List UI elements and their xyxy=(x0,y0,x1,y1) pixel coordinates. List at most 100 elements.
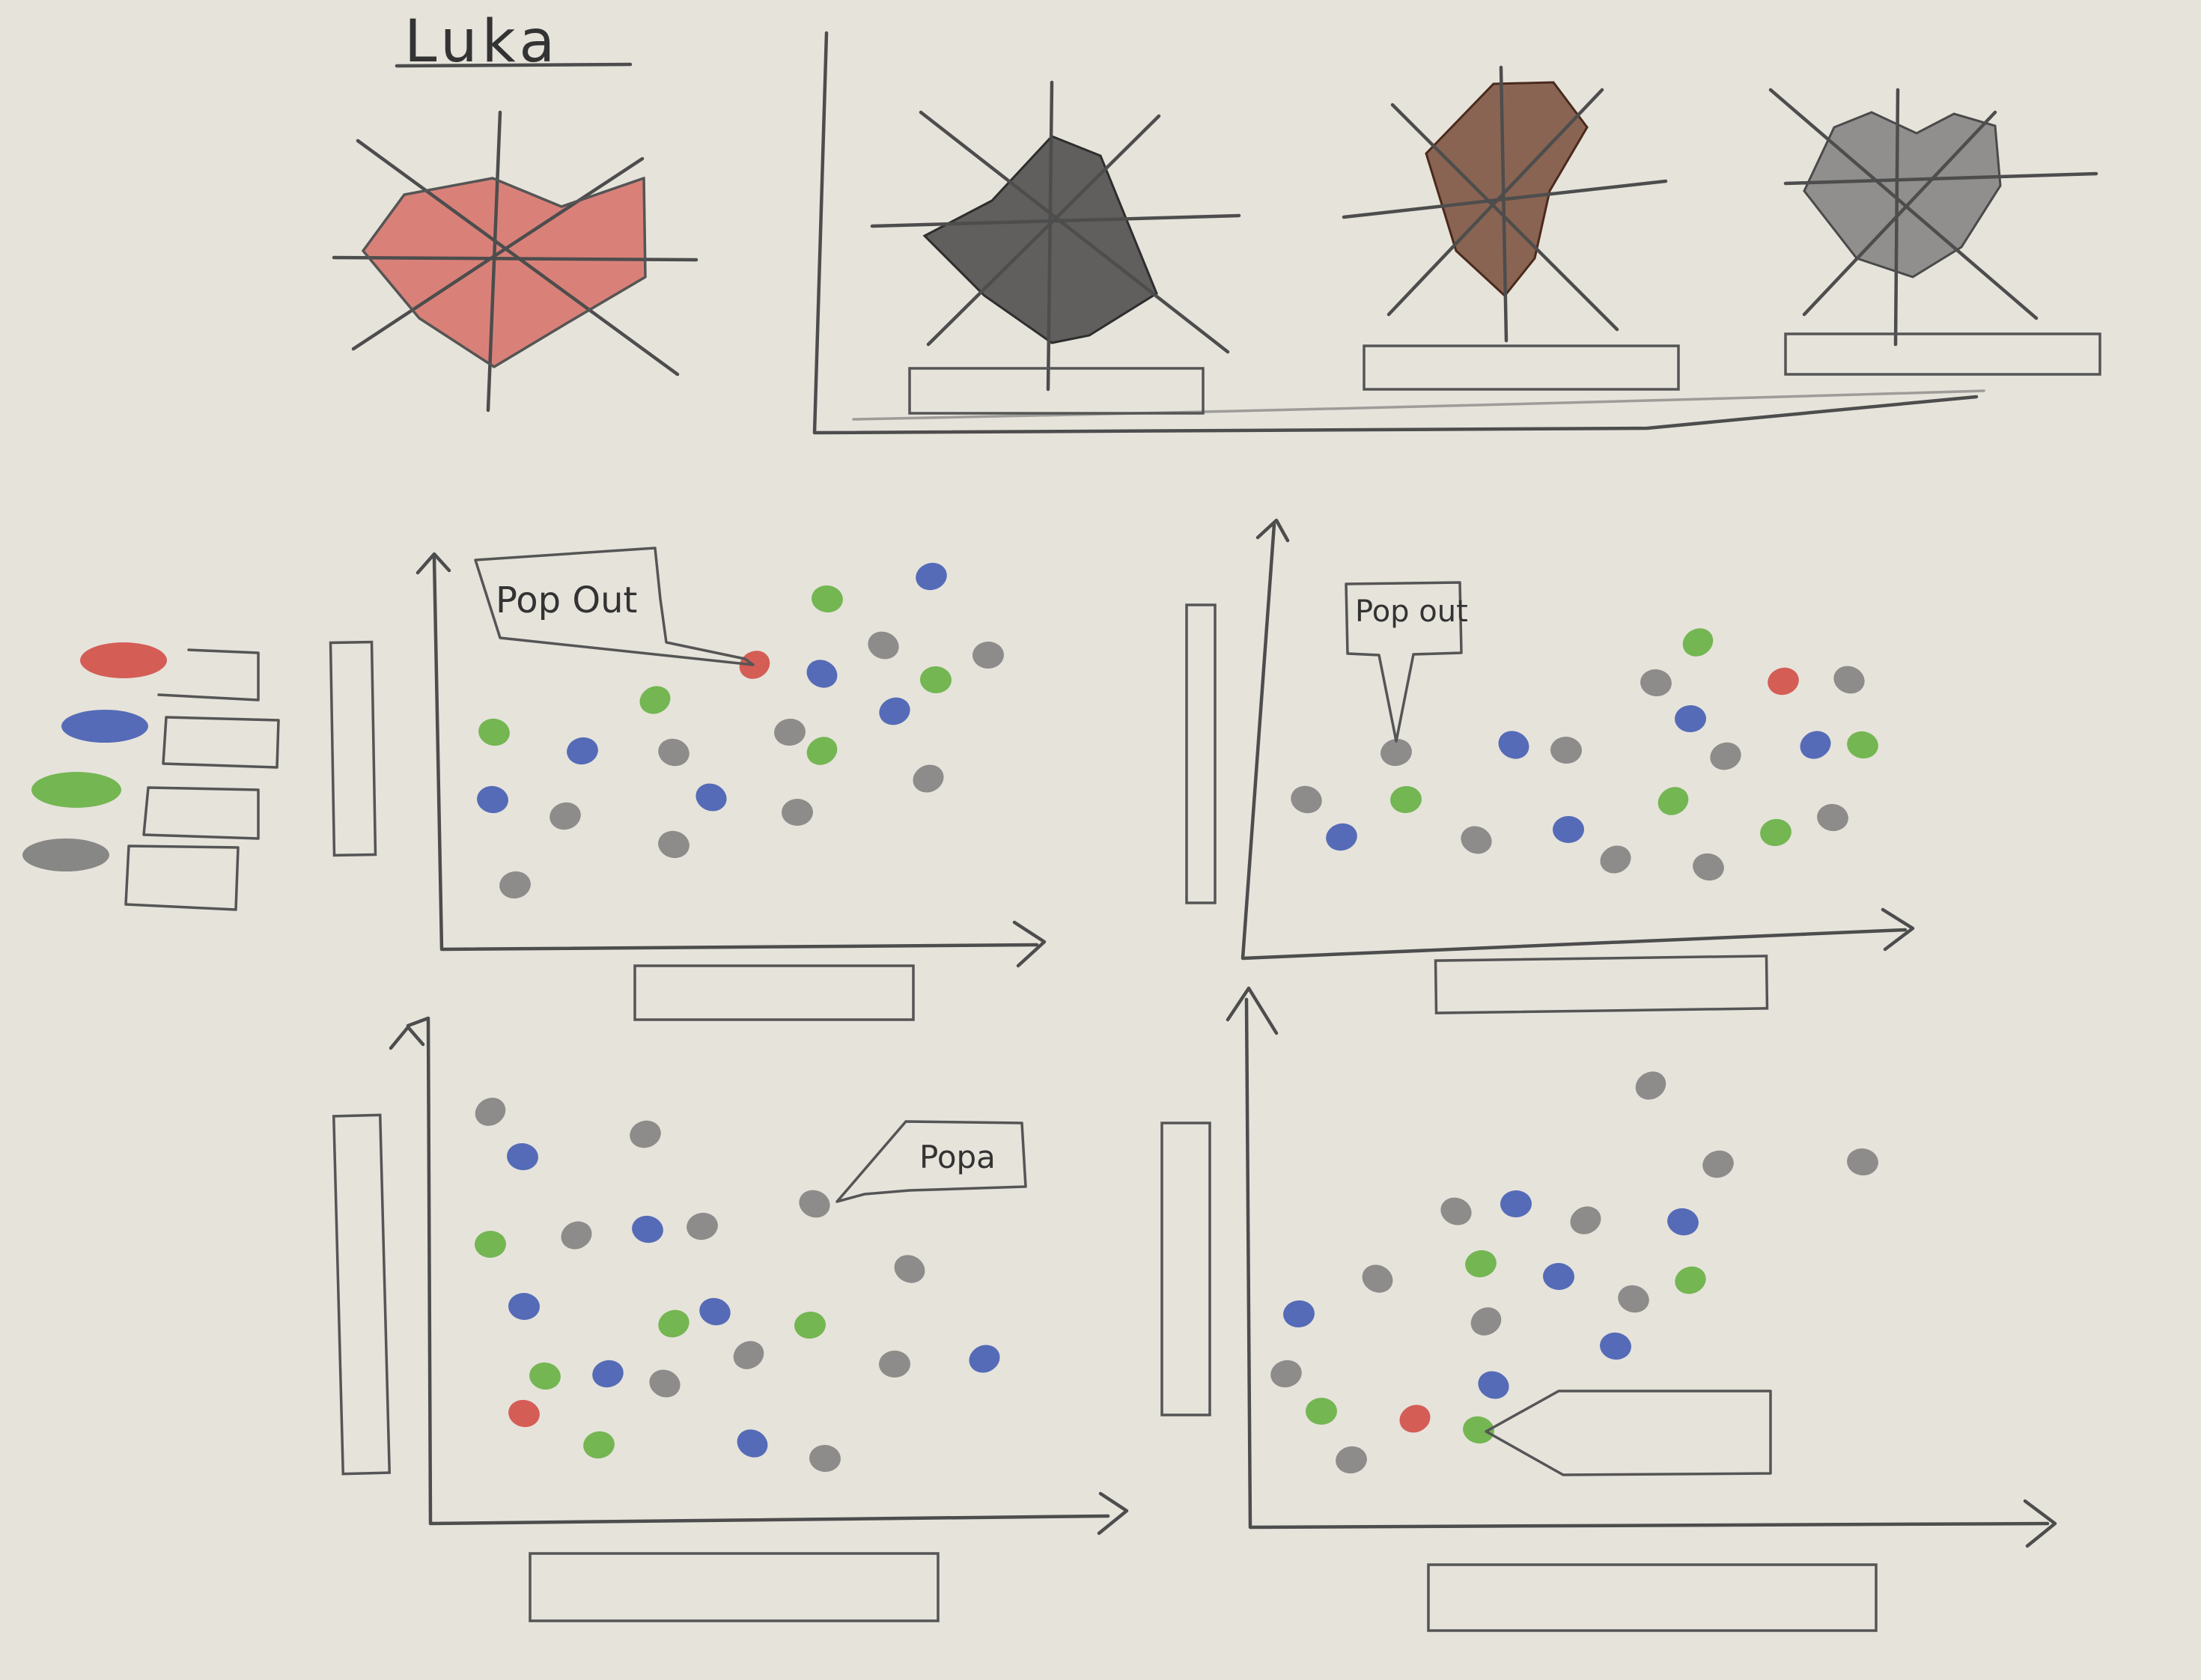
scatter-4-point-gray xyxy=(1362,1264,1393,1293)
scatter-2-point-gray xyxy=(1291,785,1322,814)
scatter-3-point-green xyxy=(658,1309,689,1338)
scatter-3-point-gray xyxy=(809,1444,841,1473)
radar-small-3-axis xyxy=(1768,88,2039,320)
scatter-2-point-green xyxy=(1390,785,1422,814)
scatter-4-point-gray xyxy=(1570,1206,1601,1235)
scatter-4-point-gray xyxy=(1847,1148,1878,1176)
legend xyxy=(22,642,280,911)
scatter-1-point-blue xyxy=(879,697,910,725)
scatter-1-point-blue xyxy=(695,783,727,812)
scatter-3-point-gray xyxy=(894,1255,925,1283)
scatter-2-points xyxy=(1291,628,1878,881)
legend-swatch-red xyxy=(80,642,167,678)
scatter-4-point-gray xyxy=(1470,1307,1502,1336)
radar-small-2 xyxy=(1342,65,1680,391)
scatter-4-point-blue xyxy=(1478,1371,1509,1399)
scatter-plot-2: Pop out xyxy=(1185,518,1915,1014)
scatter-2-point-green xyxy=(1657,787,1689,815)
scatter-4-point-green xyxy=(1306,1397,1337,1425)
scatter-3-point-blue xyxy=(969,1345,1000,1373)
scatter-3-point-red xyxy=(508,1399,540,1428)
scatter-2-point-blue xyxy=(1498,731,1529,759)
scatter-4-point-blue xyxy=(1600,1332,1631,1360)
scatter-2-axes xyxy=(1240,522,1908,961)
scatter-4-point-gray xyxy=(1440,1197,1472,1226)
radar-small-3-label-box xyxy=(1784,332,2101,376)
scatter-4-y-arrow xyxy=(1226,986,1279,1035)
scatter-3-point-gray xyxy=(733,1341,764,1369)
scatter-2-point-gray xyxy=(1833,666,1865,694)
scatter-3-popout-label: Popa xyxy=(919,1139,996,1175)
radar-small-2-label-box xyxy=(1363,344,1680,391)
scatter-4-y-label-box xyxy=(1160,1121,1211,1416)
radar-main-axis xyxy=(356,139,680,377)
radar-small-1-axis xyxy=(926,114,1161,347)
title-group: Luka xyxy=(395,8,633,76)
scatter-1-axes xyxy=(432,556,1039,952)
scatter-3-point-blue xyxy=(508,1292,540,1321)
scatter-1-y-label-box xyxy=(329,640,377,857)
scatter-4-points xyxy=(1270,1071,1878,1474)
scatter-2-point-green xyxy=(1682,628,1714,657)
scatter-2-popout-callout xyxy=(1345,581,1463,743)
scatter-3-point-gray xyxy=(687,1212,718,1241)
scatter-2-point-gray xyxy=(1710,742,1741,770)
legend-label-box xyxy=(142,786,260,840)
scatter-2-point-blue xyxy=(1553,815,1584,844)
scatter-3-point-blue xyxy=(592,1360,624,1388)
scatter-2-y-label-box xyxy=(1185,603,1217,904)
legend-swatch-green xyxy=(31,772,121,808)
scatter-1-point-green xyxy=(806,737,838,765)
scatter-1-point-gray xyxy=(658,738,689,767)
scatter-3-point-gray xyxy=(649,1369,681,1398)
scatter-4-point-blue xyxy=(1667,1208,1699,1236)
scatter-1-point-blue xyxy=(806,660,838,688)
radar-main-axis xyxy=(486,110,502,413)
scatter-3-point-green xyxy=(529,1362,561,1390)
radar-small-2-axis xyxy=(1386,88,1604,317)
scatter-4-point-green xyxy=(1463,1416,1494,1444)
scatter-3-point-gray xyxy=(561,1221,592,1250)
scatter-2-point-blue xyxy=(1675,704,1706,733)
scatter-2-point-red xyxy=(1768,667,1799,696)
scatter-3-points xyxy=(475,1098,1000,1473)
scatter-4-point-blue xyxy=(1500,1190,1532,1218)
scatter-2-point-blue xyxy=(1326,823,1357,851)
scatter-2-point-green xyxy=(1760,818,1791,847)
scatter-3-point-gray xyxy=(799,1190,830,1218)
scatter-1-point-green xyxy=(812,585,843,613)
scatter-3-point-blue xyxy=(507,1142,538,1171)
scatter-plot-4 xyxy=(1160,986,2057,1632)
radar-main-axis xyxy=(332,255,698,262)
scatter-3-point-blue xyxy=(632,1215,663,1244)
comparison-panel-frame xyxy=(812,31,1979,435)
scatter-3-point-green xyxy=(794,1311,826,1339)
scatter-1-point-red xyxy=(739,651,770,679)
radar-small-3-area xyxy=(1803,111,2002,279)
scatter-3-axes xyxy=(406,1016,1110,1526)
scatter-1-point-green xyxy=(920,666,952,694)
scatter-3-x-arrow xyxy=(1097,1491,1129,1536)
legend-label-box xyxy=(157,648,260,701)
scatter-1-point-gray xyxy=(913,764,944,793)
legend-label-box xyxy=(162,716,280,769)
scatter-2-popout-label: Pop out xyxy=(1355,594,1468,629)
radar-main-axis xyxy=(351,156,645,351)
scatter-4-point-green xyxy=(1465,1250,1497,1278)
scatter-3-point-gray xyxy=(630,1120,661,1148)
scatter-1-point-gray xyxy=(550,802,581,830)
scatter-3-y-label-box xyxy=(332,1113,392,1476)
radar-main-area xyxy=(362,176,647,368)
scatter-2-point-green xyxy=(1847,731,1878,759)
scatter-4-x-label-box xyxy=(1427,1563,1878,1632)
scatter-2-point-gray xyxy=(1693,853,1724,881)
scatter-1-point-blue xyxy=(567,737,598,765)
scatter-2-point-gray xyxy=(1380,738,1412,767)
scatter-4-point-gray xyxy=(1702,1150,1734,1178)
scatter-4-point-gray xyxy=(1270,1360,1302,1388)
scatter-1-point-gray xyxy=(658,830,689,859)
scatter-3-point-green xyxy=(583,1431,615,1459)
radar-small-1-label-box xyxy=(908,367,1205,415)
scatter-4-point-gray xyxy=(1336,1446,1367,1474)
